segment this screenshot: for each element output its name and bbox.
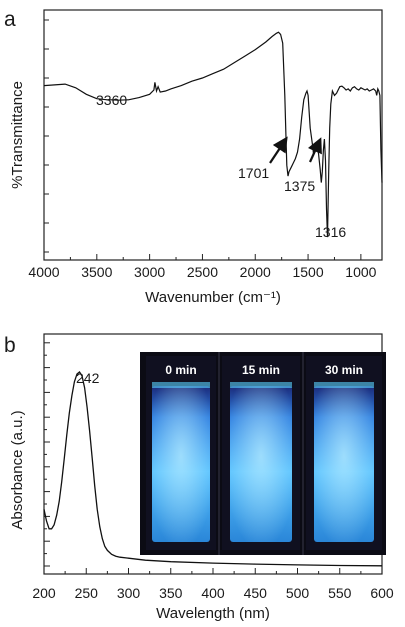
uv-ylabel: Absorbance (a.u.) <box>9 410 26 529</box>
uv-x-tick-label: 550 <box>328 585 352 601</box>
ir-annotation-1375: 1375 <box>284 178 315 194</box>
cuvette-photo-inset: 0 min 15 min 30 min <box>140 352 386 555</box>
uv-y-ticks <box>44 342 50 567</box>
uv-x-tick-label: 450 <box>244 585 268 601</box>
ir-ylabel: %Transmittance <box>9 81 26 189</box>
ir-x-tick-label: 3500 <box>81 264 112 280</box>
cuvette-0-min: 0 min <box>146 356 216 550</box>
uv-spectrum-panel: b Absorbance (a.u.) 200 250 300 350 400 450 50… <box>4 333 394 622</box>
uv-x-tick-label: 500 <box>286 585 310 601</box>
ir-x-tick-label: 4000 <box>28 264 59 280</box>
uv-x-tick-label: 400 <box>201 585 225 601</box>
ir-arrow-1701 <box>269 136 288 164</box>
ir-annotation-3360: 3360 <box>96 92 127 108</box>
panel-a-label: a <box>4 8 16 31</box>
ir-x-tick-label: 2000 <box>240 264 271 280</box>
ir-x-tick-label: 2500 <box>187 264 218 280</box>
inset-label-0-min: 0 min <box>165 363 196 377</box>
ir-annotation-1701: 1701 <box>238 165 269 181</box>
uv-x-tick-label: 600 <box>370 585 394 601</box>
uv-xlabel: Wavelength (nm) <box>156 605 270 622</box>
ir-x-tick-label: 1500 <box>292 264 323 280</box>
ir-x-tick-labels: 4000 3500 3000 2500 2000 1500 1000 <box>28 264 376 280</box>
cuvette-30-min: 30 min <box>306 356 382 550</box>
ir-plot-frame <box>43 9 383 261</box>
ir-xlabel: Wavenumber (cm⁻¹) <box>145 289 281 306</box>
ir-transmittance-line <box>43 31 383 238</box>
uv-x-tick-label: 300 <box>117 585 141 601</box>
uv-x-ticks <box>43 568 383 574</box>
uv-annotation-242: 242 <box>76 370 100 386</box>
cuvette-15-min: 15 min <box>222 356 300 550</box>
inset-label-15-min: 15 min <box>242 363 280 377</box>
ir-x-ticks <box>43 254 362 260</box>
ir-spectrum-panel: a %Transmittance 4000 3500 3000 2500 2000 150… <box>4 8 383 306</box>
ir-x-tick-label: 1000 <box>345 264 376 280</box>
panel-b-label: b <box>4 334 16 357</box>
uv-x-tick-label: 350 <box>159 585 183 601</box>
inset-label-30-min: 30 min <box>325 363 363 377</box>
uv-x-tick-labels: 200 250 300 350 400 450 500 550 600 <box>32 585 394 601</box>
uv-x-tick-label: 200 <box>32 585 56 601</box>
uv-x-tick-label: 250 <box>75 585 99 601</box>
uv-absorbance-line <box>43 371 383 567</box>
ir-annotation-1316: 1316 <box>315 224 346 240</box>
ir-arrow-1375 <box>307 137 322 163</box>
ir-x-tick-label: 3000 <box>134 264 165 280</box>
ir-y-ticks <box>44 19 49 253</box>
